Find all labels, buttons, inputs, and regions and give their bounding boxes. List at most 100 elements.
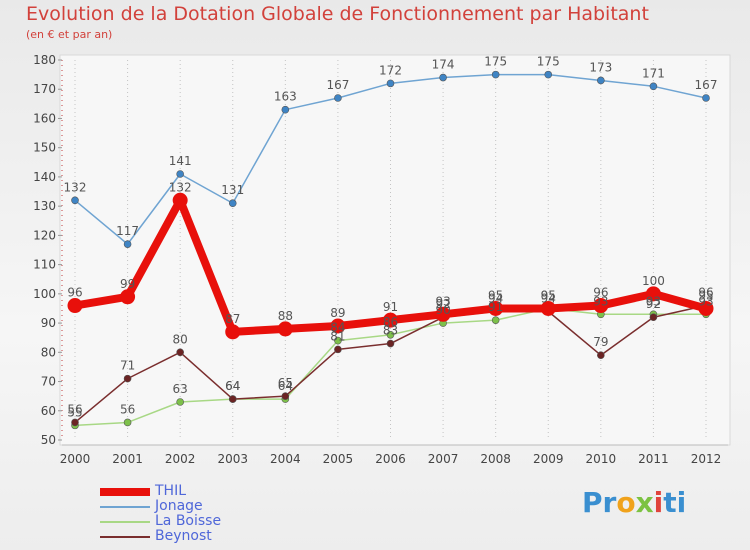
data-label: 95 [488, 288, 503, 302]
y-tick-label: 140 [33, 170, 56, 184]
data-label: 87 [225, 312, 240, 326]
brand-part-5: ti [663, 486, 687, 519]
data-point [225, 324, 241, 340]
data-point [649, 82, 658, 91]
data-label: 90 [435, 303, 450, 317]
legend-label: Beynost [155, 528, 212, 544]
y-tick-label: 60 [41, 404, 56, 418]
data-label: 167 [326, 78, 349, 92]
data-point [330, 318, 346, 334]
data-point [488, 300, 504, 316]
data-point [120, 289, 136, 305]
y-tick-label: 100 [33, 287, 56, 301]
data-point [71, 196, 79, 205]
x-tick-label: 2000 [60, 452, 91, 466]
data-point [71, 418, 79, 427]
data-label: 95 [541, 288, 556, 302]
y-tick-label: 120 [33, 228, 56, 242]
data-label: 91 [383, 300, 398, 314]
data-point [491, 70, 500, 79]
x-tick-label: 2008 [480, 452, 511, 466]
data-label: 81 [330, 329, 345, 343]
data-label: 56 [120, 402, 135, 416]
data-point [228, 395, 237, 403]
data-label: 172 [379, 63, 402, 77]
data-point [645, 286, 661, 302]
data-label: 93 [698, 294, 713, 308]
x-tick-label: 2003 [217, 452, 248, 466]
chart-subtitle: (en € et par an) [26, 28, 113, 41]
data-point [702, 94, 710, 102]
data-point [67, 298, 83, 314]
data-point [544, 70, 553, 79]
data-label: 93 [435, 294, 450, 308]
data-label: 93 [646, 294, 661, 308]
x-tick-label: 2001 [112, 452, 143, 466]
data-label: 96 [698, 286, 713, 300]
data-point [176, 170, 184, 178]
y-tick-label: 90 [41, 316, 56, 330]
data-label: 93 [593, 294, 608, 308]
proxiti-logo: Proxiti [582, 486, 686, 519]
data-point [597, 351, 605, 360]
data-point [593, 298, 609, 314]
y-tick-label: 50 [41, 433, 56, 447]
y-tick-label: 80 [41, 345, 56, 359]
data-label: 95 [698, 288, 713, 302]
y-tick-label: 150 [33, 141, 56, 155]
data-label: 92 [435, 297, 450, 311]
data-label: 89 [330, 306, 345, 320]
data-label: 96 [593, 286, 608, 300]
y-tick-label: 130 [33, 199, 56, 213]
data-label: 175 [484, 55, 507, 69]
data-label: 117 [116, 224, 139, 238]
y-tick-label: 110 [33, 258, 56, 272]
legend-swatch [100, 521, 150, 523]
data-label: 63 [173, 382, 188, 396]
data-label: 91 [488, 300, 503, 314]
brand-part-1: Pr [582, 486, 617, 519]
data-label: 92 [646, 297, 661, 311]
data-point [123, 374, 132, 383]
x-tick-label: 2004 [270, 452, 301, 466]
data-label: 56 [67, 402, 82, 416]
data-point [649, 313, 658, 322]
data-point [386, 339, 395, 348]
data-label: 94 [541, 291, 556, 305]
data-point [277, 321, 293, 337]
data-label: 173 [589, 60, 612, 74]
x-tick-label: 2007 [428, 452, 459, 466]
data-label: 55 [67, 405, 82, 419]
x-tick-label: 2011 [638, 452, 669, 466]
data-label: 132 [169, 180, 192, 194]
data-label: 131 [221, 183, 244, 197]
data-label: 94 [488, 291, 503, 305]
data-label: 84 [330, 321, 345, 335]
data-label: 171 [642, 66, 665, 80]
data-label: 167 [695, 78, 718, 92]
data-point [281, 392, 290, 400]
data-point [540, 300, 556, 316]
x-tick-label: 2012 [691, 452, 722, 466]
data-point [439, 73, 447, 82]
data-label: 88 [278, 309, 293, 323]
x-tick-label: 2002 [165, 452, 196, 466]
data-point [597, 76, 605, 85]
y-tick-label: 160 [33, 111, 56, 125]
data-label: 64 [278, 379, 293, 393]
data-label: 64 [225, 379, 240, 393]
x-tick-label: 2006 [375, 452, 406, 466]
data-label: 79 [593, 335, 608, 349]
legend-swatch [100, 488, 150, 496]
brand-part-3: x [635, 486, 654, 519]
data-label: 71 [120, 359, 135, 373]
data-label: 99 [120, 277, 135, 291]
data-point [123, 418, 132, 427]
data-point [334, 345, 342, 354]
data-label: 163 [274, 90, 297, 104]
y-tick-label: 70 [41, 375, 56, 389]
data-label: 175 [537, 55, 560, 69]
data-point [334, 336, 342, 345]
y-tick-label: 180 [33, 53, 56, 67]
data-label: 64 [225, 379, 240, 393]
